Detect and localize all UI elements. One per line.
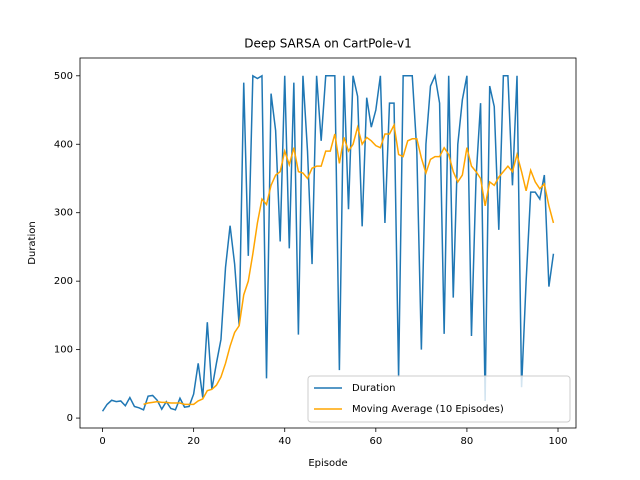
x-tick-label: 60 [369,436,382,447]
y-tick-label: 200 [54,276,73,287]
x-tick-label: 80 [461,436,474,447]
chart-title: Deep SARSA on CartPole-v1 [244,37,411,51]
y-tick-label: 400 [54,139,73,150]
x-tick-label: 20 [187,436,200,447]
legend-label: Moving Average (10 Episodes) [352,404,504,415]
x-tick-label: 0 [99,436,105,447]
y-tick-label: 500 [54,71,73,82]
legend-box [307,375,571,423]
series-line [143,122,555,406]
y-tick-label: 100 [54,345,73,356]
y-tick-label: 0 [67,413,73,424]
legend-label: Duration [352,383,395,394]
legend: Duration Moving Average (10 Episodes) [307,375,571,423]
x-axis-label: Episode [308,458,347,469]
y-tick-label: 300 [54,208,73,219]
series-line [101,73,555,412]
x-tick-label: 40 [278,436,291,447]
plot-frame [79,57,577,429]
x-tick-label: 100 [548,436,567,447]
y-axis-label: Duration [27,221,38,264]
